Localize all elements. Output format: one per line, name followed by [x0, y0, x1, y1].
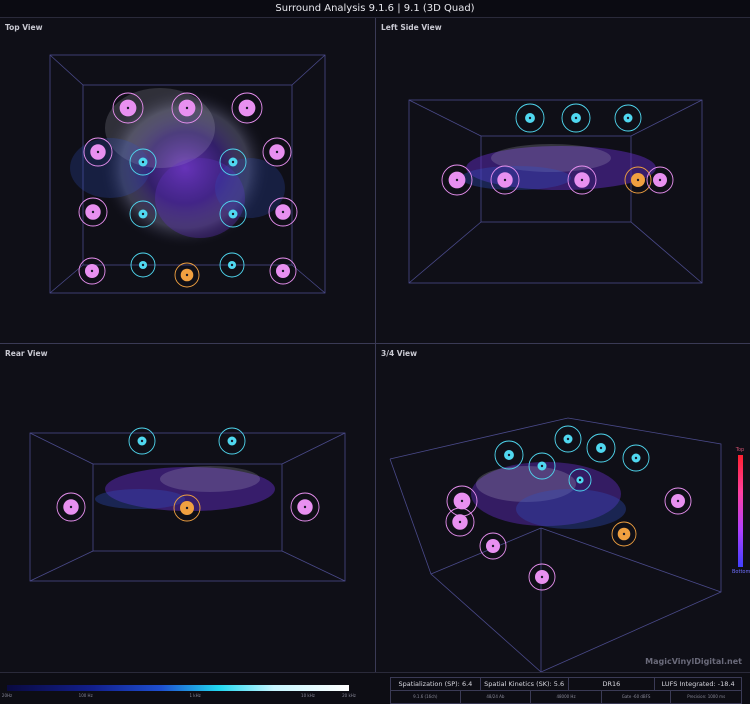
bed-speaker-icon[interactable] [528, 563, 556, 591]
brand-watermark: MagicVinylDigital.net [645, 657, 742, 666]
bed-speaker-icon[interactable] [78, 197, 108, 227]
view-label: Rear View [5, 349, 48, 358]
view-label: Top View [5, 23, 43, 32]
bed-speaker-icon[interactable] [262, 137, 292, 167]
height-speaker-icon[interactable] [614, 104, 642, 132]
bed-speaker-icon[interactable] [231, 92, 263, 124]
height-speaker-icon[interactable] [219, 200, 247, 228]
precision: Precision: 1000 ms [687, 694, 726, 699]
frequency-tick: 20Hz [1, 693, 13, 698]
rear-view-panel[interactable]: Rear View [0, 344, 376, 672]
lfe-speaker-icon[interactable] [174, 262, 200, 288]
height-speaker-icon[interactable] [219, 148, 247, 176]
bed-speaker-icon[interactable] [567, 165, 597, 195]
stats-row-main: Spatialization (SP): 6.4 Spatial Kinetic… [391, 678, 741, 690]
height-speaker-icon[interactable] [494, 440, 524, 470]
bed-speaker-icon[interactable] [171, 92, 203, 124]
room-wireframe [49, 54, 326, 294]
speakers [441, 103, 674, 196]
height-color-scale: Top Bottom [732, 447, 750, 575]
lfe-speaker-icon[interactable] [624, 166, 652, 194]
stats-row-detail: 9.1.6 (16ch) 48/24 Ab 48000 Hz Gate -60 … [391, 690, 741, 703]
lfe-speaker-icon[interactable] [173, 494, 201, 522]
speakers [56, 427, 320, 522]
room-wireframe [29, 432, 346, 582]
bed-speaker-icon[interactable] [290, 492, 320, 522]
height-speaker-icon[interactable] [129, 200, 157, 228]
bed-speaker-icon[interactable] [479, 532, 507, 560]
sound-cloud [95, 466, 275, 511]
top-view-panel[interactable]: Top View [0, 18, 376, 344]
height-speaker-icon[interactable] [561, 103, 591, 133]
height-speaker-icon[interactable] [219, 252, 245, 278]
view-label: Left Side View [381, 23, 442, 32]
height-speaker-icon[interactable] [622, 444, 650, 472]
channel-format: 9.1.6 (16ch) [391, 691, 461, 703]
bed-speaker-icon[interactable] [56, 492, 86, 522]
gate-level: Gate -60 dBFS [602, 691, 672, 703]
quarter-view-panel[interactable]: 3/4 View Top Bottom MagicVinylDigital.ne… [376, 344, 750, 672]
rear-view-canvas[interactable] [0, 344, 375, 672]
quarter-view-canvas[interactable] [376, 344, 750, 672]
room-wireframe [408, 99, 703, 284]
scale-gradient [737, 455, 743, 567]
sound-cloud [471, 462, 626, 529]
height-speaker-icon[interactable] [586, 433, 616, 463]
sound-cloud [70, 88, 285, 248]
scale-bottom-label: Bottom [732, 569, 750, 575]
sound-cloud [461, 144, 656, 190]
scale-top-label: Top [735, 447, 745, 453]
left-side-view-panel[interactable]: Left Side View [376, 18, 750, 344]
frequency-tick: 100 Hz [78, 693, 93, 698]
height-speaker-icon[interactable] [568, 468, 592, 492]
sample-rate: 48000 Hz [531, 691, 602, 703]
bit-depth: 48/24 Ab [461, 691, 532, 703]
spatialization-stat: Spatialization (SP): 6.4 [391, 678, 481, 690]
footer-bar: 20Hz 100 Hz 1 kHz 10 kHz 20 kHz Spatiali… [0, 672, 750, 704]
bed-speaker-icon[interactable] [78, 257, 106, 285]
left-view-canvas[interactable] [376, 18, 750, 343]
height-speaker-icon[interactable] [128, 427, 156, 455]
bed-speaker-icon[interactable] [490, 165, 520, 195]
bed-speaker-icon[interactable] [445, 507, 475, 537]
top-view-canvas[interactable] [0, 18, 375, 343]
frequency-tick: 10 kHz [301, 693, 315, 698]
bed-speaker-icon[interactable] [112, 92, 144, 124]
speakers [445, 425, 692, 591]
window-title: Surround Analysis 9.1.6 | 9.1 (3D Quad) [0, 0, 750, 18]
bed-speaker-icon[interactable] [83, 137, 113, 167]
frequency-tick: 1 kHz [189, 693, 201, 698]
dynamic-range-stat: DR16 [569, 678, 656, 690]
height-speaker-icon[interactable] [218, 427, 246, 455]
height-speaker-icon[interactable] [554, 425, 582, 453]
height-speaker-icon[interactable] [130, 252, 156, 278]
frequency-gradient [7, 685, 349, 691]
bed-speaker-icon[interactable] [441, 164, 473, 196]
stats-panel: Spatialization (SP): 6.4 Spatial Kinetic… [390, 677, 742, 704]
lufs-stat: LUFS Integrated: -18.4 [661, 680, 735, 688]
bed-speaker-icon[interactable] [269, 257, 297, 285]
bed-speaker-icon[interactable] [446, 485, 478, 517]
bed-speaker-icon[interactable] [268, 197, 298, 227]
lfe-speaker-icon[interactable] [611, 521, 637, 547]
bed-speaker-icon[interactable] [664, 487, 692, 515]
speakers [78, 92, 298, 288]
room-wireframe [389, 417, 722, 672]
frequency-tick: 20 kHz [342, 693, 356, 698]
height-speaker-icon[interactable] [515, 103, 545, 133]
bed-speaker-icon[interactable] [646, 166, 674, 194]
spatial-kinetics-stat: Spatial Kinetics (SK): 5.6 [481, 678, 569, 690]
frequency-bar: 20Hz 100 Hz 1 kHz 10 kHz 20 kHz [2, 685, 356, 701]
height-speaker-icon[interactable] [528, 452, 556, 480]
view-label: 3/4 View [381, 349, 418, 358]
height-speaker-icon[interactable] [129, 148, 157, 176]
